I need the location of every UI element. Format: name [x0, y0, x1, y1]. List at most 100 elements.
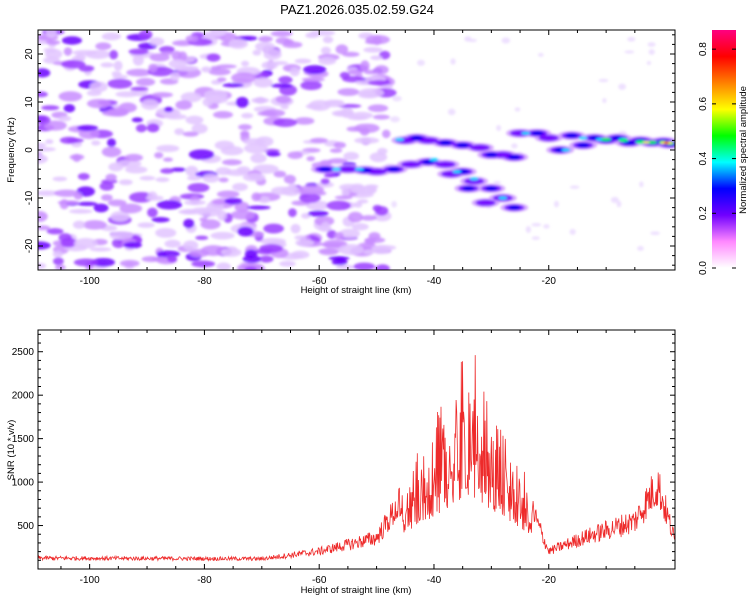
- spectrogram-blob: [538, 134, 559, 142]
- spectrogram-blob: [123, 241, 142, 249]
- spectrogram-blob: [322, 36, 334, 44]
- spectrogram-blob: [663, 141, 670, 144]
- spectrogram-blob: [450, 58, 456, 65]
- spectrogram-xtick-label: -100: [80, 276, 100, 287]
- spectrogram-blob: [598, 78, 609, 83]
- snr-ylabel: SNR (10 * v/v): [6, 420, 17, 481]
- spectrogram-blob: [61, 36, 82, 45]
- spectrogram-blob: [151, 217, 170, 223]
- spectrogram-blob: [170, 71, 180, 81]
- spectrogram-xtick-label: -80: [197, 276, 212, 287]
- spectrogram-blob: [294, 58, 312, 64]
- spectrogram-blob: [338, 244, 364, 255]
- spectrogram-blob: [210, 231, 235, 240]
- spectrogram-blob: [299, 193, 321, 203]
- spectrogram-blob: [243, 143, 268, 154]
- spectrogram-blob: [531, 236, 540, 240]
- spectrogram-blob: [216, 262, 231, 270]
- spectrogram-blob: [126, 68, 152, 77]
- spectrogram-blob: [139, 175, 156, 181]
- spectrogram-blob: [295, 239, 315, 247]
- spectrogram-blob: [45, 139, 54, 145]
- spectrogram-blob: [154, 152, 164, 159]
- snr-xtick-label: -20: [542, 575, 557, 586]
- spectrogram-blob: [266, 151, 281, 157]
- spectrogram-blob: [57, 200, 80, 205]
- spectrogram-blob: [642, 141, 650, 144]
- spectrogram-blob: [107, 138, 116, 148]
- spectrogram-blob: [236, 166, 251, 174]
- spectrogram-blob: [242, 138, 266, 145]
- spectrogram-blob: [334, 195, 353, 200]
- spectrogram-blob: [155, 177, 170, 183]
- spectrogram-blob: [368, 232, 381, 240]
- spectrogram-blob: [46, 228, 64, 235]
- spectrogram-blob: [38, 241, 51, 250]
- spectrogram-blob: [216, 190, 240, 198]
- figure-title: PAZ1.2026.035.02.59.G24: [280, 2, 434, 17]
- spectrogram-blob: [375, 264, 390, 270]
- spectrogram-blob: [54, 264, 66, 270]
- spectrogram-blob: [162, 157, 173, 162]
- spectrogram-blob: [410, 135, 423, 141]
- spectrogram-blob: [241, 60, 250, 67]
- spectrogram-blob: [320, 46, 332, 55]
- spectrogram-blob: [235, 96, 249, 108]
- spectrogram-blob: [199, 31, 226, 38]
- spectrogram-blob: [290, 223, 301, 234]
- spectrogram-blob: [349, 185, 367, 193]
- spectrogram-blob: [469, 144, 490, 151]
- spectrogram-blob: [464, 36, 472, 42]
- spectrogram-blob: [538, 52, 544, 57]
- spectrogram-blob: [118, 179, 133, 186]
- spectrogram-blob: [109, 231, 133, 241]
- spectrogram-blob: [237, 226, 254, 237]
- spectrogram-blob: [130, 86, 149, 91]
- spectrogram-blob: [132, 54, 144, 66]
- spectrogram-blob: [554, 200, 559, 208]
- spectrogram-blob: [101, 194, 113, 201]
- spectrogram-blob: [128, 48, 149, 55]
- spectrogram-blob: [135, 78, 156, 86]
- spectrogram-blob: [648, 49, 655, 55]
- spectrogram-blob: [174, 128, 185, 136]
- spectrogram-blob: [501, 37, 511, 44]
- spectrogram-blob: [170, 167, 187, 172]
- spectrogram-blob: [273, 118, 298, 127]
- spectrogram-blob: [602, 98, 607, 104]
- spectrogram-blob: [77, 172, 90, 181]
- spectrogram-blob: [99, 181, 114, 191]
- colorbar-tick-label: 0.8: [698, 42, 709, 56]
- spectrogram-blob: [616, 200, 622, 208]
- spectrogram-blob: [240, 35, 258, 41]
- spectrogram-blob: [38, 142, 47, 148]
- spectrogram-blob: [273, 170, 287, 178]
- spectrogram-blob: [251, 192, 262, 202]
- spectrogram-blob: [508, 205, 521, 210]
- spectrogram-ytick-label: -10: [24, 190, 35, 205]
- spectrogram-blob: [577, 143, 590, 148]
- spectrogram-blob: [370, 55, 383, 61]
- spectrogram-blob: [320, 178, 330, 185]
- spectrogram-blob: [514, 107, 521, 112]
- spectrogram-blob: [148, 63, 158, 73]
- spectrogram-blob: [232, 182, 248, 192]
- colorbar-tick-label: 0.4: [698, 151, 709, 165]
- spectrogram-blob: [493, 180, 502, 184]
- spectrogram-blob: [119, 203, 143, 214]
- snr-frame: [37, 329, 676, 570]
- spectrogram-blob: [184, 199, 206, 206]
- spectrogram-blob: [326, 200, 351, 211]
- spectrogram-xtick-label: -40: [427, 276, 442, 287]
- spectrogram-blob: [338, 228, 361, 239]
- spectrogram-blob: [646, 60, 652, 65]
- spectrogram-blob: [202, 173, 220, 183]
- spectrogram-blob: [171, 50, 182, 61]
- spectrogram-blob: [250, 153, 267, 164]
- spectrogram-blob: [300, 80, 322, 91]
- spectrogram-blob: [238, 124, 252, 131]
- spectrogram-blobs: [38, 30, 675, 270]
- spectrogram-blob: [282, 41, 303, 49]
- spectrogram-blob: [38, 262, 47, 269]
